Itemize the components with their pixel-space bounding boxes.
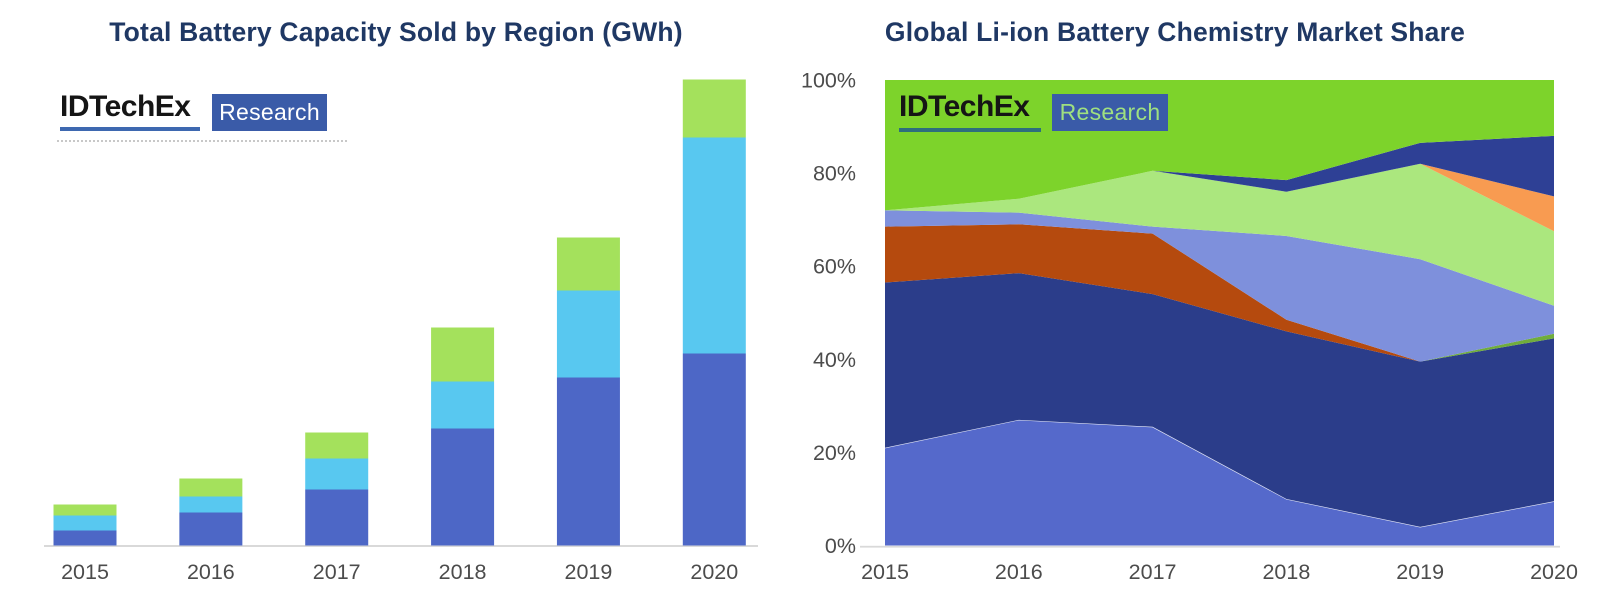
bar-2015-royal-blue — [53, 530, 117, 546]
bar-2018-royal-blue — [431, 428, 495, 546]
right-y-label-100%: 100% — [801, 69, 856, 93]
right-x-axis-line — [860, 545, 1560, 548]
right-x-label-2020: 2020 — [1530, 560, 1578, 584]
right-x-label-2019: 2019 — [1396, 560, 1444, 584]
bar-2016-lime-green — [179, 478, 243, 497]
left-x-label-2015: 2015 — [61, 560, 109, 584]
left-x-label-2017: 2017 — [313, 560, 361, 584]
area-royal-blue-wedge — [885, 135, 1554, 211]
logo-dotted-rule — [57, 140, 347, 142]
research-badge: Research — [1052, 94, 1168, 131]
right-x-label-2015: 2015 — [861, 560, 909, 584]
left-x-label-2018: 2018 — [439, 560, 487, 584]
right-x-label-2017: 2017 — [1129, 560, 1177, 584]
idtechex-logo-left: IDTechEx Research — [57, 90, 350, 144]
research-badge: Research — [212, 94, 327, 131]
right-x-label-2018: 2018 — [1262, 560, 1310, 584]
area-dark-navy — [885, 273, 1554, 527]
bar-2017-lime-green — [305, 432, 369, 459]
bar-2020-royal-blue — [682, 353, 746, 546]
right-y-label-80%: 80% — [813, 162, 856, 186]
bar-2020-sky-blue — [682, 137, 746, 354]
bar-2015-lime-green — [53, 504, 117, 516]
area-pale-green — [885, 163, 1554, 306]
area-light-periwinkle — [885, 210, 1554, 362]
right-y-label-0%: 0% — [825, 534, 856, 558]
right-area-chart: 0% 20% 40% 60% 80% 100% 2015 2016 2017 2018 2019 20… — [801, 69, 1578, 585]
bar-2017-royal-blue — [305, 489, 369, 546]
idtechex-logo-right: IDTechEx Research — [899, 92, 1169, 134]
bar-2016-royal-blue — [179, 512, 243, 546]
idtechex-wordmark: IDTechEx — [899, 90, 1030, 123]
left-x-axis-line — [44, 545, 758, 547]
bar-2020-lime-green — [682, 79, 746, 138]
area-olive-green — [885, 224, 1554, 362]
bar-2018-sky-blue — [431, 381, 495, 429]
left-bar-chart: 2015 2016 2017 2018 2019 2020 — [44, 79, 758, 584]
area-cornflower-blue — [885, 419, 1554, 546]
logo-underline — [899, 128, 1041, 132]
right-y-label-20%: 20% — [813, 441, 856, 465]
bar-2015-sky-blue — [53, 515, 117, 531]
left-x-label-2019: 2019 — [565, 560, 613, 584]
bar-2019-lime-green — [556, 237, 620, 291]
right-x-label-2016: 2016 — [995, 560, 1043, 584]
area-brick-red — [885, 224, 1554, 362]
left-x-label-2016: 2016 — [187, 560, 235, 584]
right-y-label-40%: 40% — [813, 348, 856, 372]
bar-2016-sky-blue — [179, 496, 243, 513]
right-y-label-60%: 60% — [813, 255, 856, 279]
bar-2019-royal-blue — [556, 377, 620, 546]
right-chart-title: Global Li-ion Battery Chemistry Market S… — [884, 17, 1466, 47]
idtechex-wordmark: IDTechEx — [60, 90, 191, 123]
left-x-label-2020: 2020 — [690, 560, 738, 584]
logo-underline — [60, 127, 200, 131]
left-chart-title: Total Battery Capacity Sold by Region (G… — [109, 17, 683, 47]
bar-2017-sky-blue — [305, 458, 369, 490]
bar-2018-lime-green — [431, 327, 495, 382]
bar-2019-sky-blue — [556, 290, 620, 378]
